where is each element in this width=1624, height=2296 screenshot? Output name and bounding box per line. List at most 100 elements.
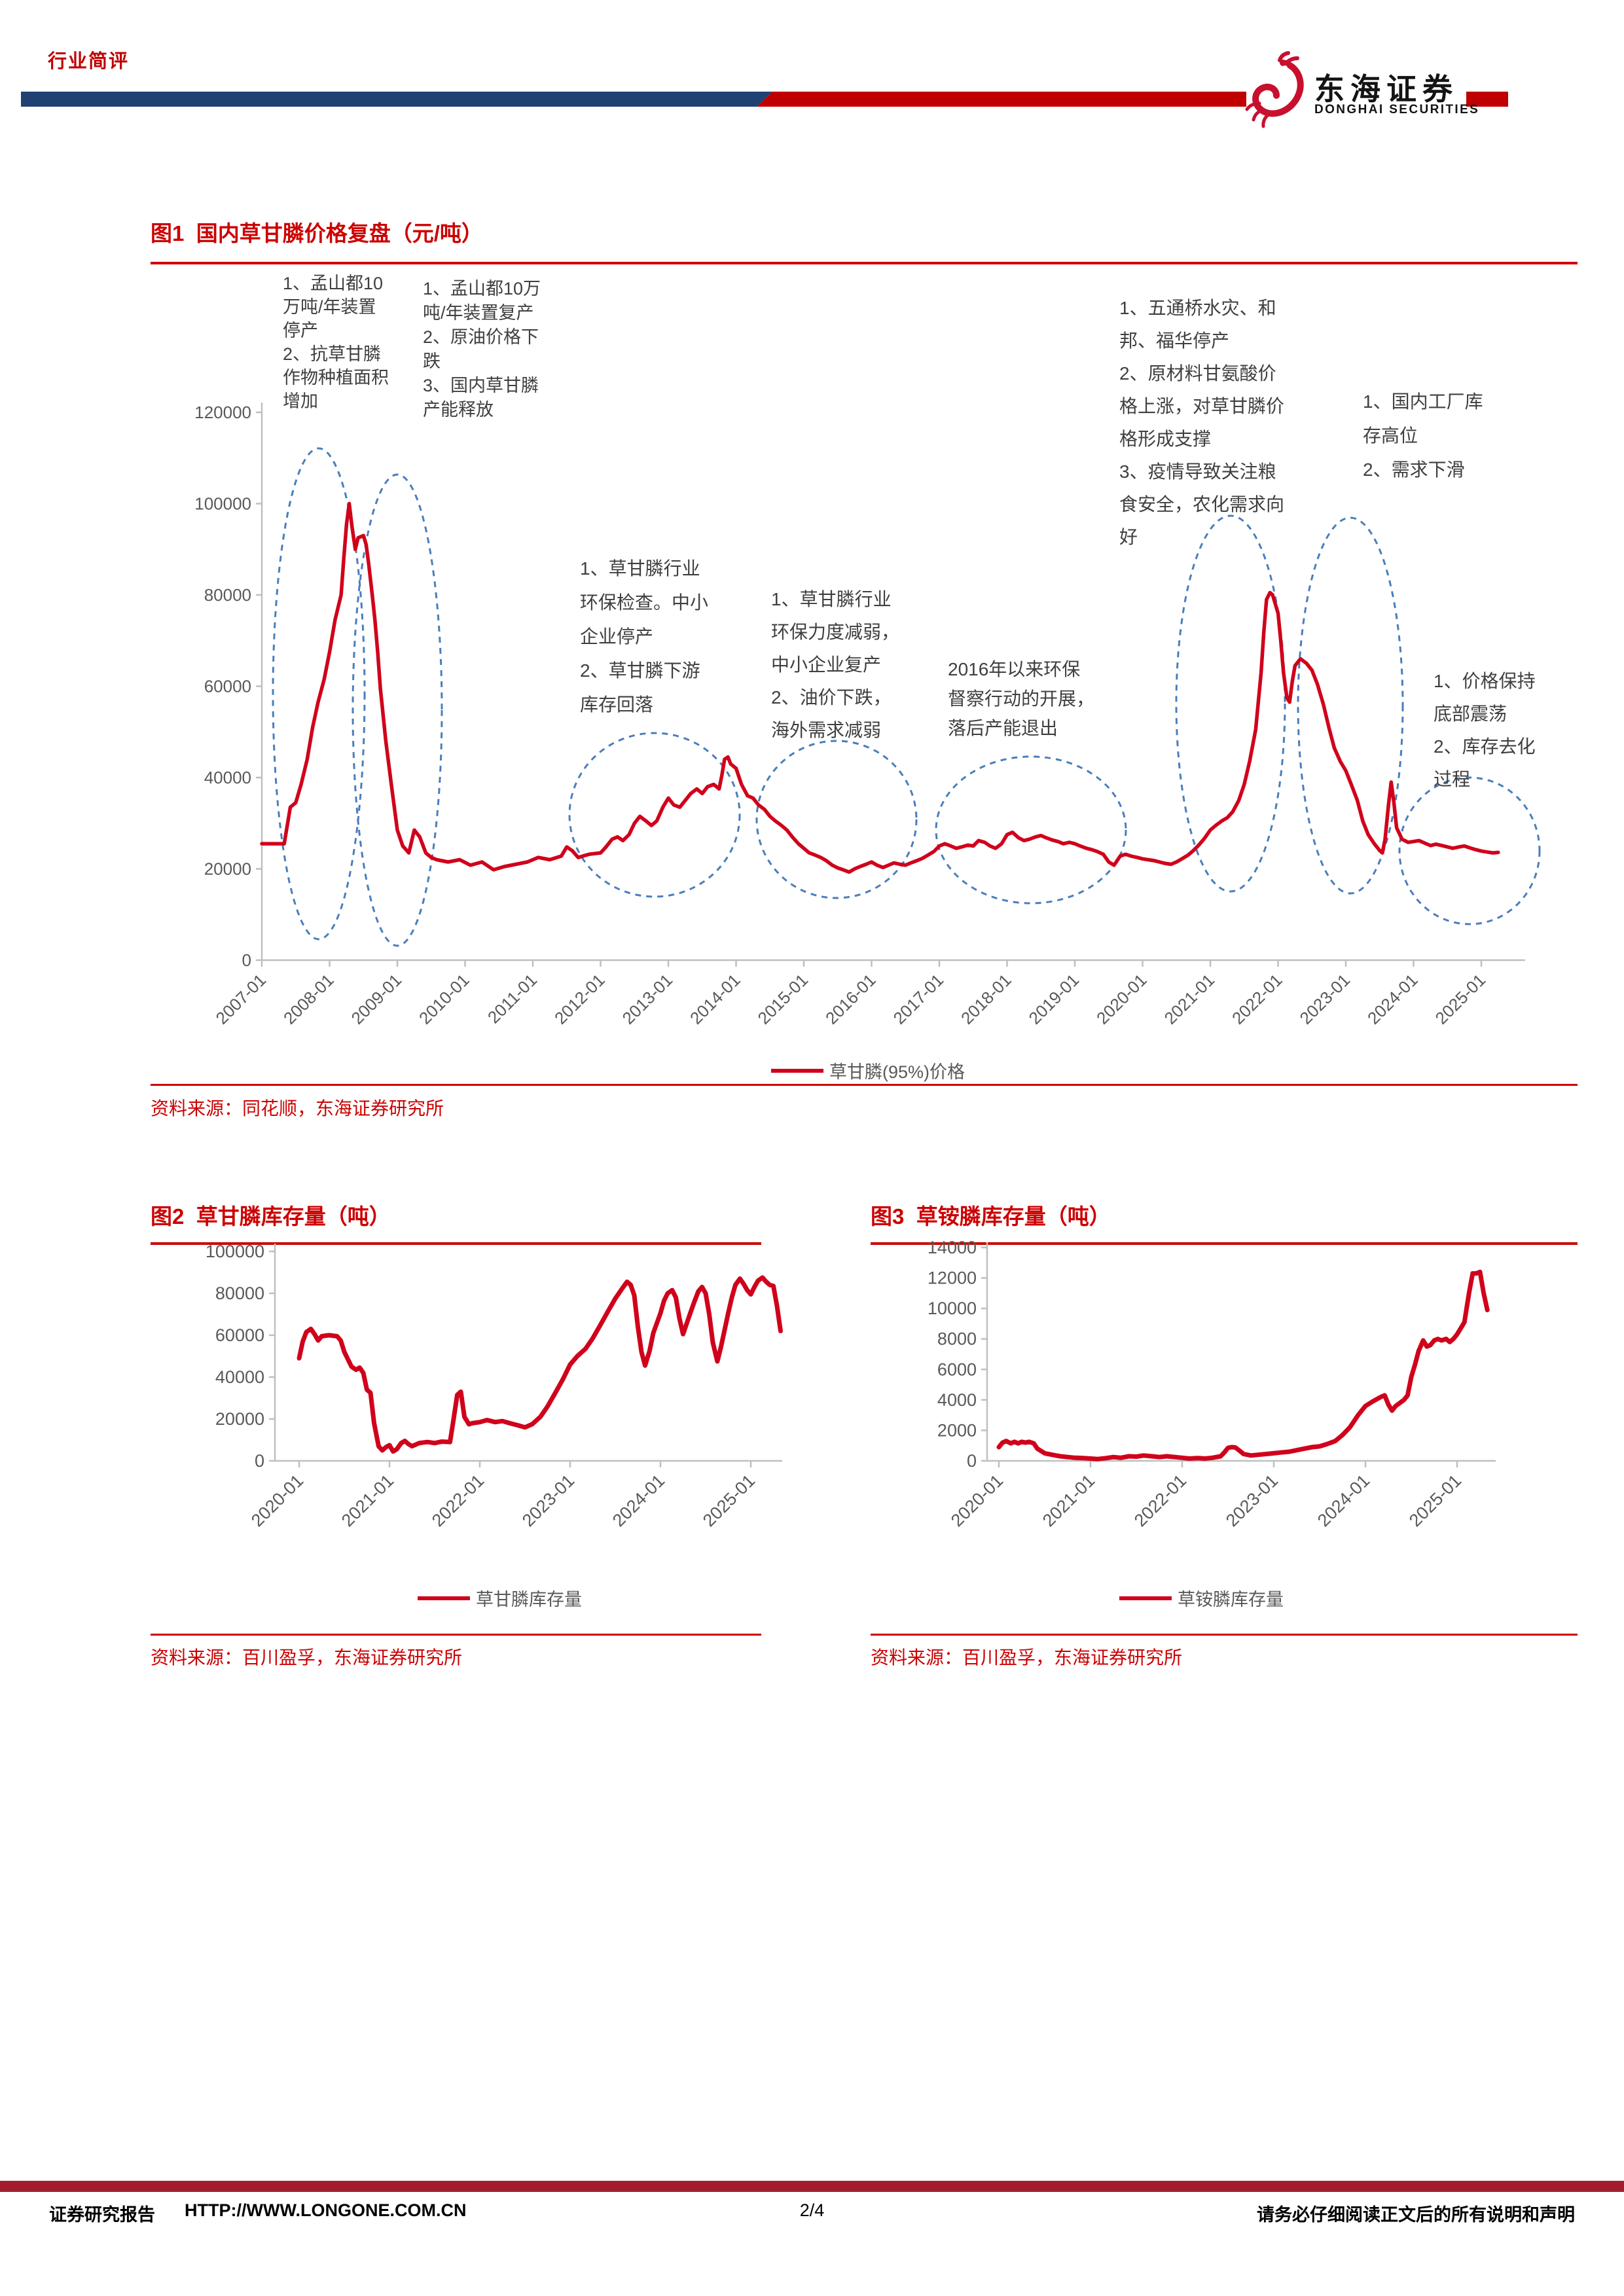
chart2-y-tick-label: 80000: [215, 1283, 264, 1303]
chart2-x-tick-label: 2022-01: [428, 1471, 488, 1530]
legend3-line-icon: [1119, 1596, 1172, 1600]
chart1-x-tick-label: 2009-01: [348, 970, 406, 1028]
footer-disclaimer: 请务必仔细阅读正文后的所有说明和声明: [1257, 2205, 1575, 2225]
doc-type-label: 行业简评: [48, 51, 130, 72]
chart1-y-tick-label: 20000: [204, 859, 251, 879]
figure1-source: 资料来源：同花顺，东海证券研究所: [151, 1098, 444, 1119]
chart1-x-tick-label: 2016-01: [821, 970, 880, 1028]
chart2-x-tick-label: 2021-01: [338, 1471, 397, 1530]
figure1-source-rule: [151, 1084, 1578, 1086]
footer-url[interactable]: HTTP://WWW.LONGONE.COM.CN: [185, 2200, 467, 2220]
chart1-highlight-ellipse: [272, 447, 366, 941]
legend1-line-icon: [771, 1068, 823, 1073]
dragon-logo-icon: [1245, 51, 1304, 128]
chart1-x-tick-label: 2015-01: [754, 970, 812, 1028]
figure2-title: 图2 草甘膦库存量（吨）: [151, 1204, 391, 1229]
chart1-x-tick-label: 2019-01: [1025, 970, 1083, 1028]
chart1-y-tick-label: 0: [242, 950, 251, 970]
footer-bar: [0, 2181, 1624, 2192]
chart3-x-tick-label: 2024-01: [1314, 1471, 1373, 1530]
chart3-y-tick-label: 14000: [928, 1238, 977, 1257]
chart1-x-tick-label: 2025-01: [1432, 970, 1490, 1028]
chart1-x-tick-label: 2024-01: [1363, 970, 1422, 1028]
figure2-source-rule: [151, 1634, 761, 1636]
footer-report-type: 证券研究报告: [49, 2205, 155, 2225]
chart3-legend-label: 草铵膦库存量: [1178, 1590, 1284, 1609]
chart1-highlight-ellipse: [352, 473, 443, 947]
chart3-y-tick-label: 6000: [937, 1359, 977, 1379]
chart1-highlight-ellipse: [1398, 776, 1541, 925]
chart2-y-tick-label: 100000: [206, 1242, 264, 1261]
brand-name-cn: 东海证券: [1314, 72, 1458, 106]
chart1-x-tick-label: 2012-01: [550, 970, 609, 1028]
chart3-y-tick-label: 0: [967, 1451, 977, 1471]
chart3-x-tick-label: 2020-01: [947, 1471, 1007, 1530]
chart1-y-tick-label: 120000: [194, 403, 251, 422]
chart1-y-tick-label: 60000: [204, 677, 251, 696]
chart1-x-tick-label: 2022-01: [1228, 970, 1286, 1028]
chart1-highlight-ellipse: [755, 740, 918, 899]
chart1-x-tick-label: 2007-01: [212, 970, 270, 1028]
chart3-series-line: [996, 1269, 1490, 1462]
chart3-x-tick-label: 2021-01: [1039, 1471, 1098, 1530]
chart2-y-tick-label: 0: [255, 1451, 264, 1471]
chart1-highlight-ellipse: [568, 732, 741, 898]
chart1-x-tick-label: 2014-01: [686, 970, 744, 1028]
footer-page-number: 2/4: [799, 2200, 825, 2220]
chart1-x-tick-label: 2023-01: [1296, 970, 1354, 1028]
figure3-source: 资料来源：百川盈孚，东海证券研究所: [871, 1647, 1183, 1668]
chart2-x-tick-label: 2020-01: [247, 1471, 307, 1530]
chart3-y-tick-label: 4000: [937, 1390, 977, 1410]
figure2-title-rule: [151, 1242, 761, 1245]
figure1-title-rule: [151, 262, 1578, 264]
chart2-legend-label: 草甘膦库存量: [476, 1590, 582, 1609]
chart1-x-tick-label: 2020-01: [1092, 970, 1151, 1028]
chart1-x-tick-label: 2021-01: [1161, 970, 1219, 1028]
chart2-y-tick-label: 40000: [215, 1367, 264, 1387]
chart3-y-tick-label: 12000: [928, 1268, 977, 1288]
chart1-highlight-ellipse: [1175, 514, 1286, 893]
figure3-title-rule: [871, 1242, 1578, 1245]
footer-left: 证券研究报告 HTTP://WWW.LONGONE.COM.CN: [49, 2200, 466, 2226]
chart2-x-tick-label: 2024-01: [609, 1471, 668, 1530]
chart2-y-tick-label: 60000: [215, 1325, 264, 1345]
chart2-x-tick-label: 2025-01: [699, 1471, 759, 1530]
figure3-title: 图3 草铵膦库存量（吨）: [871, 1204, 1111, 1229]
chart1-x-tick-label: 2018-01: [957, 970, 1015, 1028]
chart1-y-tick-label: 80000: [204, 585, 251, 605]
chart3-x-tick-label: 2023-01: [1222, 1471, 1282, 1530]
chart2-series-line: [297, 1275, 783, 1454]
chart1-x-tick-label: 2013-01: [619, 970, 677, 1028]
chart1-y-tick-label: 40000: [204, 768, 251, 787]
chart1-series-line: [260, 501, 1500, 874]
chart2-y-tick-label: 20000: [215, 1409, 264, 1429]
chart1-x-tick-label: 2017-01: [890, 970, 948, 1028]
chart1-legend: 草甘膦(95%)价格: [771, 1058, 965, 1083]
chart1-y-tick-label: 100000: [194, 494, 251, 514]
chart2-x-tick-label: 2023-01: [518, 1471, 578, 1530]
chart3-y-tick-label: 10000: [928, 1299, 977, 1318]
chart1-legend-label: 草甘膦(95%)价格: [829, 1062, 965, 1082]
chart1-highlight-ellipse: [935, 755, 1127, 905]
chart1-x-tick-label: 2008-01: [280, 970, 338, 1028]
chart3-x-tick-label: 2025-01: [1405, 1471, 1465, 1530]
chart3-legend: 草铵膦库存量: [1119, 1585, 1284, 1611]
header-rule-red-right: [1466, 92, 1508, 107]
chart2-legend: 草甘膦库存量: [418, 1585, 582, 1611]
figure2-source: 资料来源：百川盈孚，东海证券研究所: [151, 1647, 463, 1668]
header-rule-blue: [21, 92, 772, 107]
dragon-eye: [1282, 65, 1288, 71]
figure1-title: 图1 国内草甘膦价格复盘（元/吨）: [151, 221, 483, 245]
chart3-y-tick-label: 8000: [937, 1329, 977, 1349]
chart3-x-tick-label: 2022-01: [1130, 1471, 1190, 1530]
brand-name-en: DONGHAI SECURITIES: [1314, 103, 1480, 117]
figure3-source-rule: [871, 1634, 1578, 1636]
legend2-line-icon: [418, 1596, 470, 1600]
chart1-highlight-ellipse: [1297, 516, 1404, 895]
header-rule-red: [757, 92, 1246, 107]
chart1-x-tick-label: 2011-01: [484, 970, 541, 1027]
chart1-x-tick-label: 2010-01: [415, 970, 473, 1028]
chart3-y-tick-label: 2000: [937, 1420, 977, 1440]
